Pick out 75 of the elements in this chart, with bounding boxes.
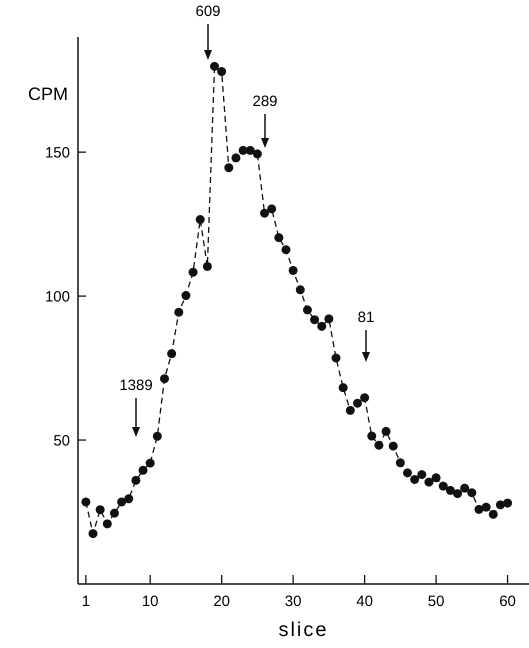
point xyxy=(432,473,441,482)
point xyxy=(167,349,176,358)
point xyxy=(352,398,362,408)
x-tick-label: 50 xyxy=(428,593,444,610)
point xyxy=(281,245,290,254)
x-tick-label: 60 xyxy=(499,593,516,610)
x-tick-label: 30 xyxy=(284,593,302,610)
point xyxy=(81,497,90,506)
point xyxy=(246,146,255,155)
text: 609 xyxy=(195,3,221,20)
point xyxy=(217,67,226,76)
annotation: 81 xyxy=(358,309,374,326)
point xyxy=(453,489,462,498)
x-tick-label: 1 xyxy=(82,593,90,610)
y-tick-label: 50 xyxy=(53,432,70,450)
x-tick-label: 40 xyxy=(356,593,373,610)
point xyxy=(317,322,326,331)
point xyxy=(88,529,98,538)
point xyxy=(460,484,470,493)
point xyxy=(324,314,334,324)
point xyxy=(274,233,284,242)
point xyxy=(252,149,262,158)
point xyxy=(424,478,434,487)
point xyxy=(417,470,426,480)
point xyxy=(496,500,505,510)
point xyxy=(288,266,298,275)
point xyxy=(131,476,140,485)
point xyxy=(367,432,376,441)
point xyxy=(488,510,498,519)
point xyxy=(146,458,155,468)
point xyxy=(296,285,305,294)
point xyxy=(174,308,184,317)
point xyxy=(310,315,320,324)
point xyxy=(210,62,220,71)
point xyxy=(267,204,276,214)
point xyxy=(332,354,341,363)
point xyxy=(446,486,455,495)
point xyxy=(503,498,512,508)
point xyxy=(124,494,134,504)
point xyxy=(224,163,234,172)
point xyxy=(388,442,398,451)
point xyxy=(231,153,240,162)
x-tick-label: 20 xyxy=(213,593,230,610)
point xyxy=(160,374,169,384)
point xyxy=(117,497,126,506)
point xyxy=(402,468,412,478)
annotation: 1389 xyxy=(119,377,153,394)
point xyxy=(202,262,212,271)
point xyxy=(338,383,348,392)
point xyxy=(467,488,476,498)
point xyxy=(102,519,112,528)
point xyxy=(346,406,355,415)
y-axis-title: CPM xyxy=(28,84,68,104)
point xyxy=(96,505,105,514)
point xyxy=(474,504,484,514)
point xyxy=(360,393,370,402)
point xyxy=(374,440,384,450)
x-axis-title: slice xyxy=(278,619,329,641)
point xyxy=(152,432,162,441)
point xyxy=(260,208,270,218)
x-tick-label: 10 xyxy=(142,593,159,610)
point xyxy=(482,502,491,512)
y-tick-label: 100 xyxy=(44,288,70,306)
point xyxy=(302,305,312,314)
point xyxy=(410,474,420,484)
point xyxy=(382,426,391,436)
point xyxy=(188,268,198,277)
y-tick-label: 150 xyxy=(44,144,70,162)
point xyxy=(138,466,148,475)
point xyxy=(196,215,205,224)
point xyxy=(438,482,448,491)
point xyxy=(110,508,119,518)
point xyxy=(396,458,405,468)
annotation: 289 xyxy=(252,93,278,110)
point xyxy=(181,291,190,300)
